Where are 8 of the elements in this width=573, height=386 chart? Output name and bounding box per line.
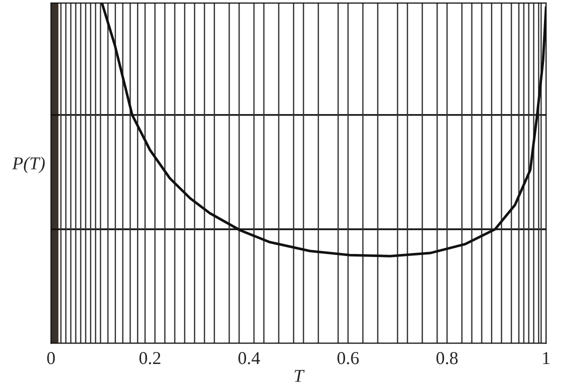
x-tick-label: 0.8	[436, 352, 458, 364]
x-tick-label: 0.2	[139, 352, 160, 364]
x-axis-title: T	[294, 370, 305, 382]
y-axis-title: P(T)	[12, 156, 45, 174]
x-tick-label: 0.6	[337, 352, 359, 364]
x-tick-label: 0.4	[238, 352, 260, 364]
x-tick-label: 1	[543, 352, 550, 364]
x-tick-label: 0	[47, 352, 55, 364]
